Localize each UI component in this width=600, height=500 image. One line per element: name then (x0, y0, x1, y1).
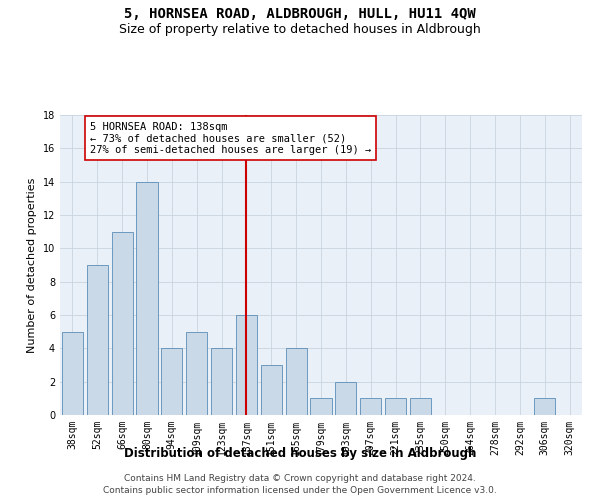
Bar (62, 332, 83, 415)
Bar (385, 398, 406, 415)
Text: 5, HORNSEA ROAD, ALDBROUGH, HULL, HU11 4QW: 5, HORNSEA ROAD, ALDBROUGH, HULL, HU11 4… (124, 8, 476, 22)
Bar (211, 348, 232, 415)
Text: Size of property relative to detached houses in Aldbrough: Size of property relative to detached ho… (119, 22, 481, 36)
Bar (87, 265, 108, 415)
Bar (335, 382, 356, 415)
Bar (534, 398, 555, 415)
Bar (261, 365, 282, 415)
Text: 5 HORNSEA ROAD: 138sqm
← 73% of detached houses are smaller (52)
27% of semi-det: 5 HORNSEA ROAD: 138sqm ← 73% of detached… (90, 122, 371, 155)
Bar (161, 348, 182, 415)
Bar (286, 348, 307, 415)
Text: Contains HM Land Registry data © Crown copyright and database right 2024.
Contai: Contains HM Land Registry data © Crown c… (103, 474, 497, 495)
Text: Distribution of detached houses by size in Aldbrough: Distribution of detached houses by size … (124, 448, 476, 460)
Bar (410, 398, 431, 415)
Bar (310, 398, 332, 415)
Bar (360, 398, 381, 415)
Y-axis label: Number of detached properties: Number of detached properties (27, 178, 37, 352)
Bar (186, 332, 207, 415)
Bar (236, 315, 257, 415)
Bar (112, 232, 133, 415)
Bar (136, 182, 158, 415)
